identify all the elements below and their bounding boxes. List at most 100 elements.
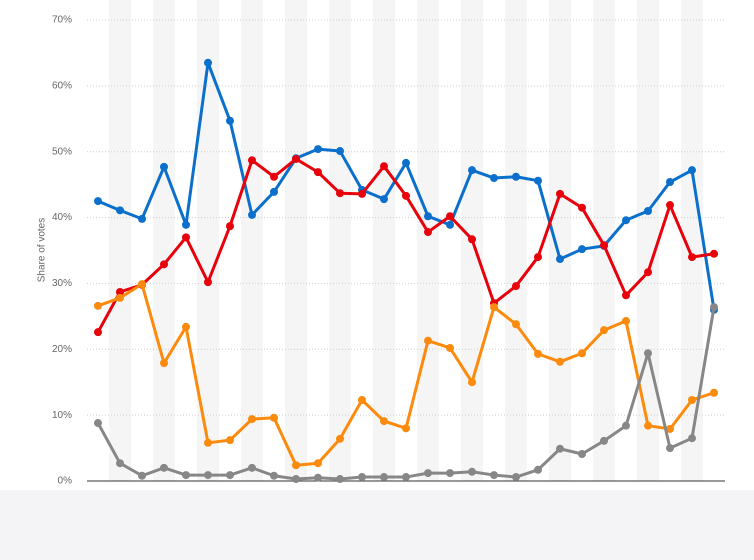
data-point: [600, 436, 608, 445]
y-tick-label: 40%: [52, 212, 72, 223]
data-point: [160, 162, 168, 171]
data-point: [248, 415, 256, 424]
data-point: [248, 210, 256, 219]
data-point: [358, 189, 366, 198]
data-point: [380, 162, 388, 171]
data-point: [468, 467, 476, 476]
data-point: [336, 434, 344, 443]
data-point: [226, 222, 234, 231]
data-point: [424, 228, 432, 237]
data-point: [94, 197, 102, 206]
data-point: [534, 349, 542, 358]
data-point: [182, 220, 190, 229]
data-point: [116, 459, 124, 468]
data-point: [248, 463, 256, 472]
data-point: [644, 206, 652, 215]
data-point: [336, 147, 344, 156]
data-point: [424, 336, 432, 345]
data-point: [402, 191, 410, 200]
data-point: [688, 434, 696, 443]
data-point: [138, 471, 146, 480]
data-point: [336, 189, 344, 198]
data-point: [688, 166, 696, 175]
data-point: [666, 201, 674, 210]
data-point: [380, 195, 388, 204]
data-point: [226, 116, 234, 125]
data-point: [314, 168, 322, 177]
data-point: [314, 459, 322, 468]
data-point: [622, 316, 630, 325]
data-point: [94, 328, 102, 337]
stripe: [505, 0, 527, 481]
data-point: [116, 206, 124, 215]
data-point: [336, 475, 344, 484]
data-point: [556, 255, 564, 264]
data-point: [204, 278, 212, 287]
data-point: [424, 212, 432, 221]
data-point: [270, 172, 278, 181]
data-point: [578, 349, 586, 358]
data-point: [556, 357, 564, 366]
stripe: [417, 0, 439, 481]
data-point: [292, 475, 300, 484]
data-point: [380, 473, 388, 482]
data-point: [270, 413, 278, 422]
data-point: [710, 303, 718, 312]
data-point: [666, 444, 674, 453]
data-point: [226, 436, 234, 445]
data-point: [160, 463, 168, 472]
stripe: [681, 0, 703, 481]
data-point: [446, 212, 454, 221]
y-axis-label: Share of votes: [37, 218, 48, 282]
data-point: [314, 473, 322, 482]
data-point: [160, 359, 168, 368]
data-point: [600, 241, 608, 250]
stripe: [373, 0, 395, 481]
stripe: [593, 0, 615, 481]
data-point: [666, 178, 674, 187]
data-point: [292, 461, 300, 470]
data-point: [226, 471, 234, 480]
data-point: [204, 438, 212, 447]
data-point: [468, 378, 476, 387]
data-point: [270, 187, 278, 196]
data-point: [160, 260, 168, 269]
data-point: [622, 216, 630, 225]
data-point: [446, 469, 454, 478]
y-tick-label: 30%: [52, 278, 72, 289]
y-tick-label: 50%: [52, 146, 72, 157]
data-point: [688, 253, 696, 262]
data-point: [248, 156, 256, 165]
data-point: [578, 203, 586, 212]
data-point: [490, 174, 498, 183]
data-point: [688, 395, 696, 404]
data-point: [512, 473, 520, 482]
stripe: [241, 0, 263, 481]
data-point: [644, 349, 652, 358]
data-point: [204, 471, 212, 480]
data-point: [270, 471, 278, 480]
stripe: [109, 0, 131, 481]
data-point: [644, 421, 652, 430]
data-point: [314, 145, 322, 154]
data-point: [424, 469, 432, 478]
data-point: [182, 471, 190, 480]
data-point: [534, 176, 542, 185]
data-point: [710, 388, 718, 397]
stripe: [285, 0, 307, 481]
stripe: [197, 0, 219, 481]
data-point: [402, 473, 410, 482]
data-point: [116, 287, 124, 296]
data-point: [358, 395, 366, 404]
data-point: [490, 471, 498, 480]
data-point: [358, 473, 366, 482]
y-tick-label: 0%: [58, 476, 73, 487]
data-point: [380, 417, 388, 426]
data-point: [666, 424, 674, 433]
data-point: [644, 268, 652, 277]
data-point: [578, 449, 586, 458]
y-tick-label: 10%: [52, 410, 72, 421]
stripes: [109, 0, 703, 481]
